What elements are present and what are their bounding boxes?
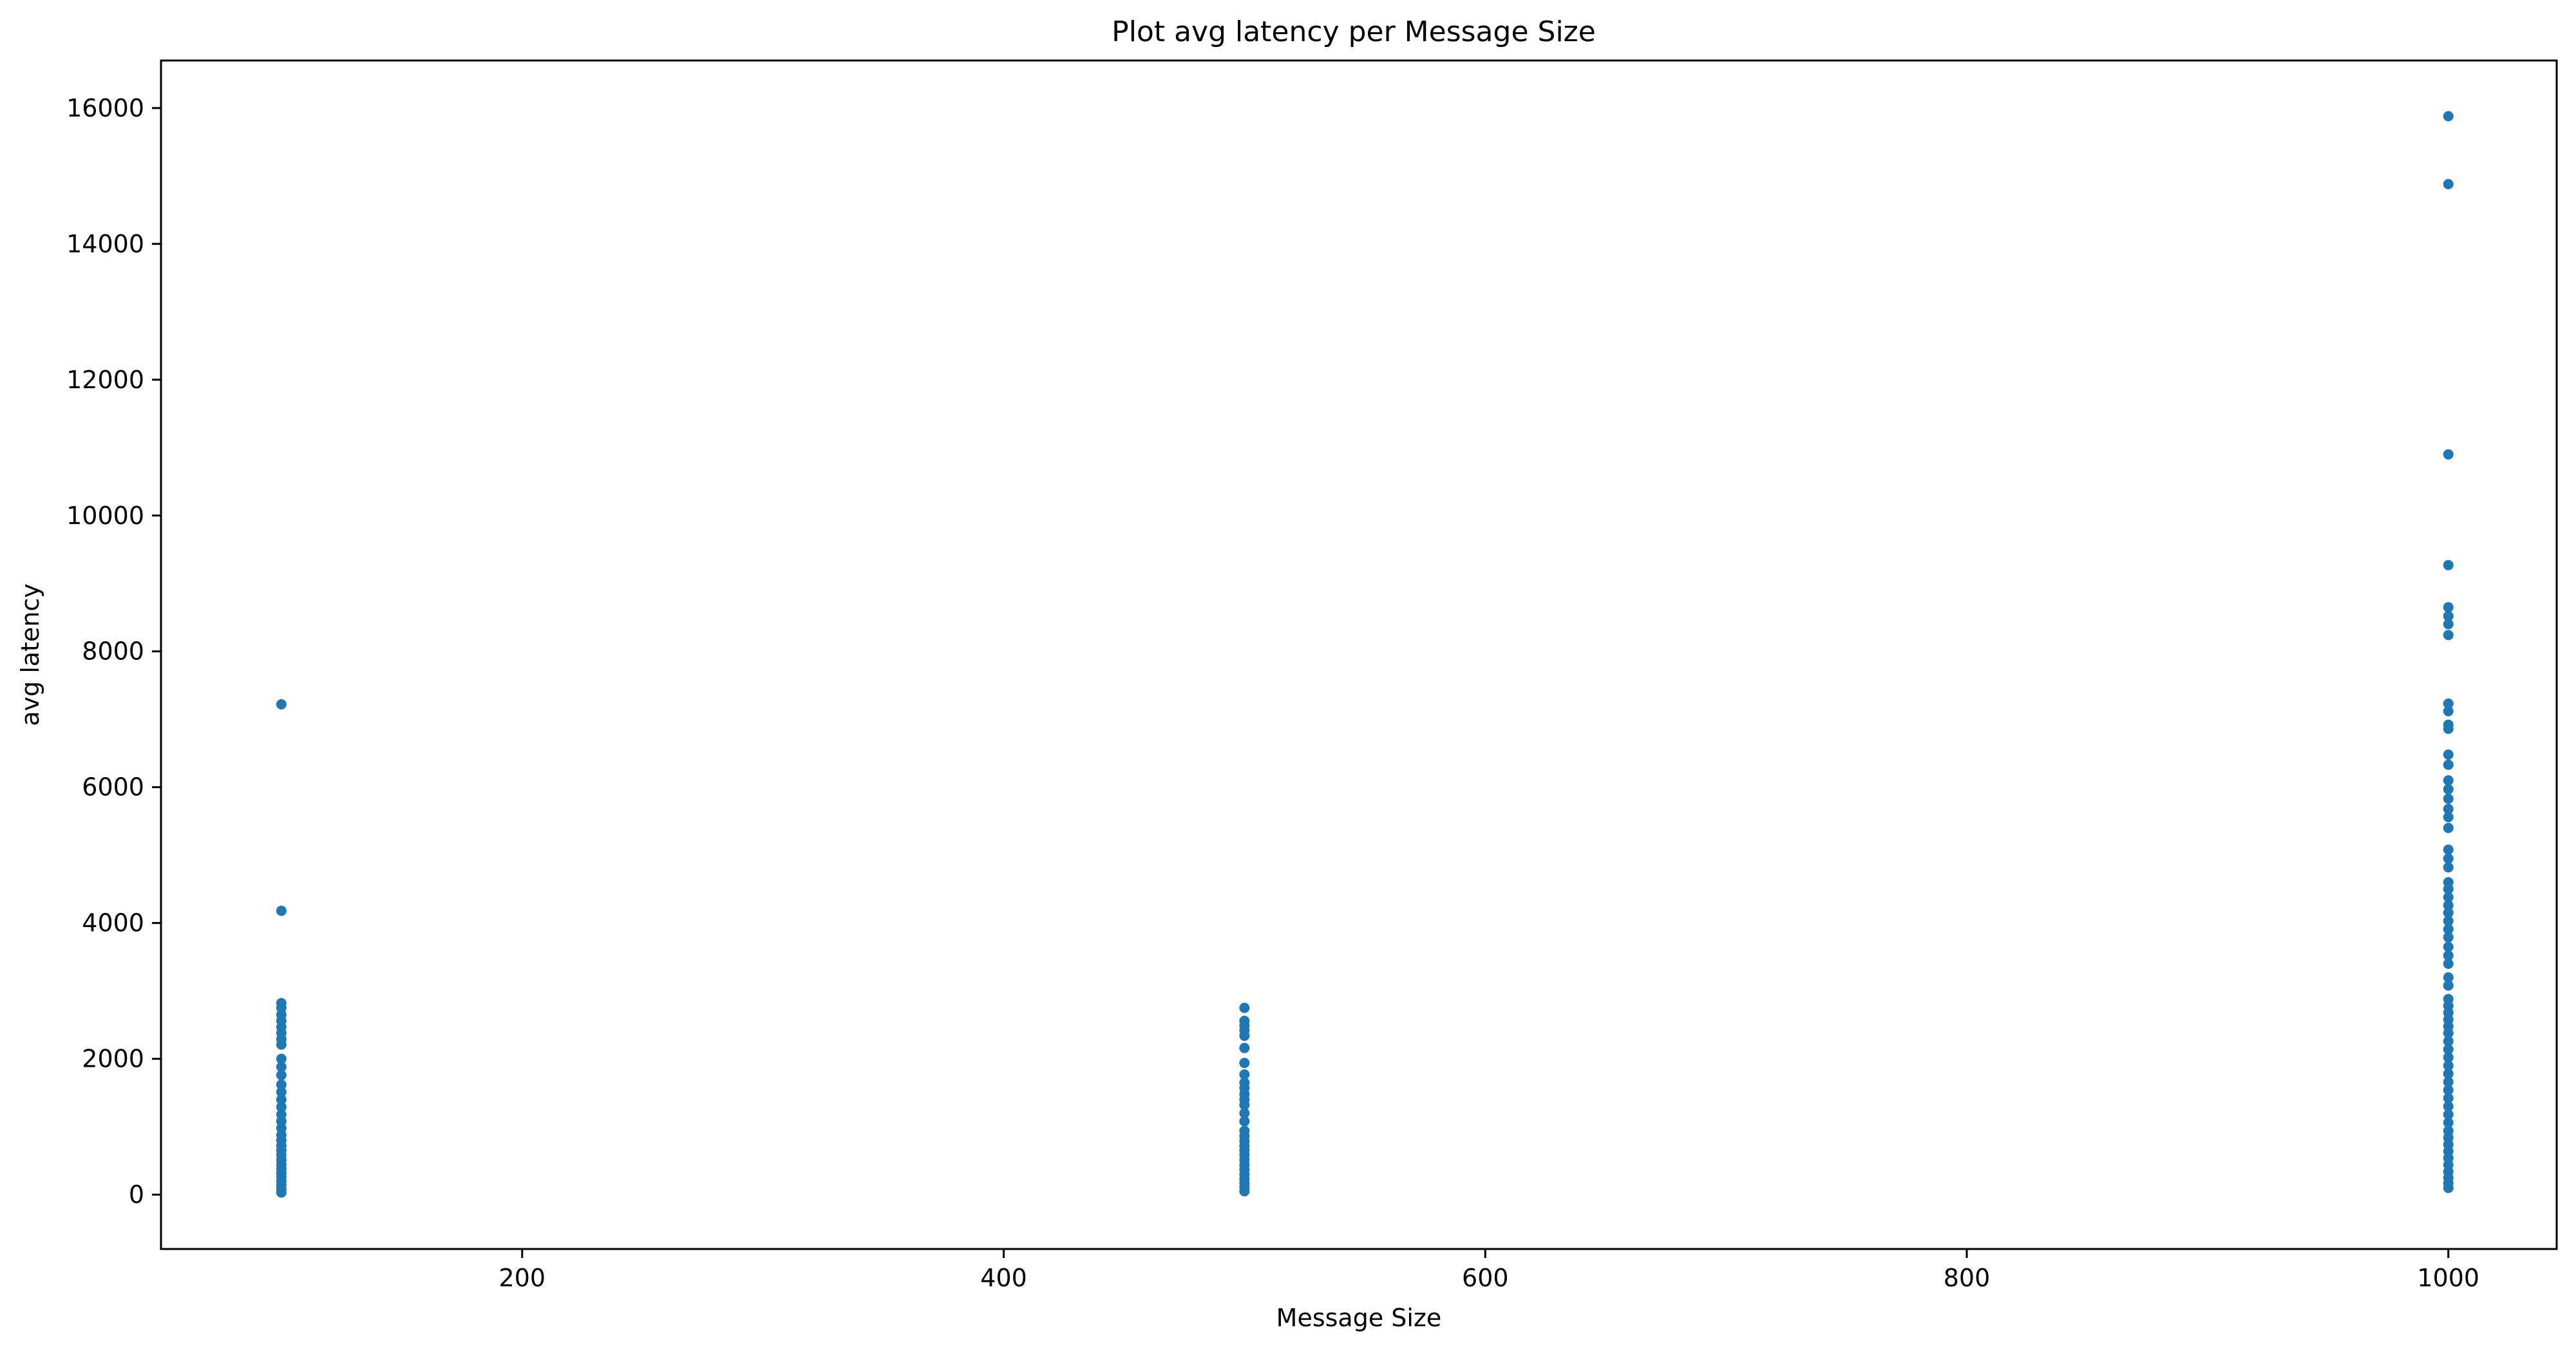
data-point — [1239, 1030, 1250, 1041]
data-point — [2443, 941, 2454, 952]
data-point — [2443, 915, 2454, 926]
data-point — [2443, 775, 2454, 786]
data-point — [276, 1187, 287, 1198]
y-tick-label: 2000 — [82, 1045, 144, 1073]
data-point — [2443, 610, 2454, 621]
y-tick-label: 6000 — [82, 773, 144, 802]
data-point — [2443, 698, 2454, 709]
data-point — [2443, 793, 2454, 804]
data-point — [2443, 559, 2454, 570]
x-tick-label: 1000 — [2417, 1264, 2479, 1292]
plot-frame — [160, 59, 2558, 1250]
data-point — [2443, 1052, 2454, 1063]
data-point — [2443, 883, 2454, 894]
data-point — [2443, 759, 2454, 770]
data-point — [1239, 1186, 1250, 1197]
data-point — [2443, 111, 2454, 122]
data-point — [2443, 1117, 2454, 1128]
data-point — [2443, 862, 2454, 873]
data-point — [1239, 1042, 1250, 1053]
x-tick-label: 600 — [1462, 1264, 1509, 1292]
data-point — [2443, 959, 2454, 969]
data-point — [2443, 1036, 2454, 1047]
y-tick-label: 10000 — [66, 502, 144, 530]
data-point — [2443, 892, 2454, 903]
data-point — [276, 1102, 287, 1113]
data-point — [2443, 1093, 2454, 1103]
data-point — [2443, 950, 2454, 961]
data-point — [2443, 907, 2454, 918]
data-point — [276, 1070, 287, 1080]
data-point — [2443, 1028, 2454, 1038]
data-point — [276, 1053, 287, 1064]
y-axis: 0 2000 4000 6000 8000 10000 12000 14000 16000 — [66, 94, 161, 1209]
x-tick-label: 800 — [1944, 1264, 1991, 1292]
y-tick-label: 14000 — [66, 230, 144, 258]
data-point — [2443, 1044, 2454, 1055]
data-point — [2443, 823, 2454, 833]
data-point — [276, 1087, 287, 1098]
data-point — [1239, 1100, 1250, 1111]
y-tick-label: 16000 — [66, 94, 144, 122]
y-tick-label: 4000 — [82, 909, 144, 937]
data-point — [2443, 1060, 2454, 1071]
data-point — [2443, 1085, 2454, 1096]
data-point — [2443, 1068, 2454, 1079]
data-point — [276, 1039, 287, 1050]
data-point — [2443, 784, 2454, 794]
data-point — [2443, 1076, 2454, 1087]
data-point — [2443, 972, 2454, 983]
data-point — [1239, 1116, 1250, 1127]
data-point — [276, 1094, 287, 1105]
data-point — [2443, 853, 2454, 864]
data-point — [2443, 449, 2454, 460]
data-point — [2443, 724, 2454, 734]
data-point — [1239, 1058, 1250, 1068]
data-point — [276, 1079, 287, 1090]
data-point — [2443, 932, 2454, 943]
x-tick-label: 400 — [980, 1264, 1027, 1292]
chart-title: Plot avg latency per Message Size — [1112, 15, 1596, 48]
data-point — [2443, 924, 2454, 935]
x-tick-label: 200 — [499, 1264, 546, 1292]
data-point — [2443, 1109, 2454, 1120]
data-point — [2443, 179, 2454, 189]
x-axis: 200 400 600 800 1000 — [499, 1249, 2479, 1292]
y-axis-label: avg latency — [16, 583, 44, 726]
data-point — [2443, 803, 2454, 814]
data-point — [2443, 1183, 2454, 1194]
y-tick-label: 8000 — [82, 637, 144, 666]
data-point — [276, 1062, 287, 1073]
data-point — [2443, 619, 2454, 630]
data-point — [2443, 706, 2454, 717]
data-point — [1239, 1002, 1250, 1013]
data-point — [2443, 980, 2454, 991]
data-point — [2443, 602, 2454, 613]
data-point — [1239, 1069, 1250, 1080]
x-axis-label: Message Size — [1276, 1304, 1442, 1332]
y-tick-label: 0 — [129, 1181, 144, 1209]
data-point — [2443, 900, 2454, 911]
data-point — [276, 699, 287, 709]
data-point — [1239, 1108, 1250, 1118]
y-tick-label: 12000 — [66, 366, 144, 394]
data-point — [2443, 630, 2454, 641]
data-point — [2443, 844, 2454, 855]
data-point — [2443, 812, 2454, 823]
data-point — [276, 905, 287, 916]
data-points — [276, 111, 2454, 1198]
data-point — [2443, 749, 2454, 760]
data-point — [2443, 1101, 2454, 1112]
